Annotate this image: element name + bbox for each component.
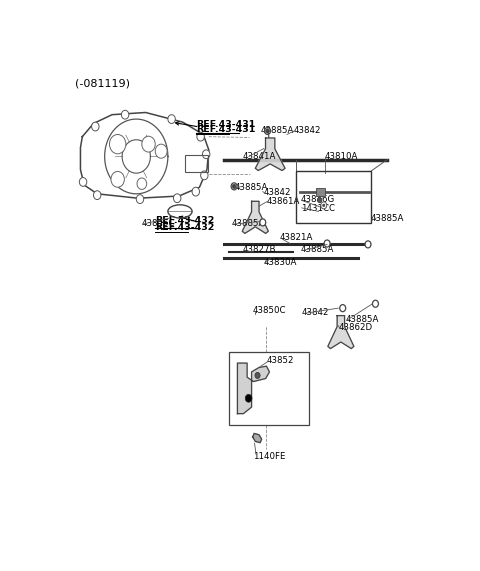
Text: REF.43-432: REF.43-432 <box>155 216 214 224</box>
Bar <box>185 155 208 172</box>
Text: 43841A: 43841A <box>242 152 276 161</box>
Circle shape <box>109 134 126 154</box>
Text: 43827B: 43827B <box>242 245 276 254</box>
Circle shape <box>173 194 181 203</box>
Polygon shape <box>252 433 262 443</box>
Text: 1140FE: 1140FE <box>253 452 286 461</box>
Circle shape <box>260 219 266 226</box>
Circle shape <box>255 372 260 379</box>
Circle shape <box>340 304 346 312</box>
Text: REF.43-432: REF.43-432 <box>155 223 214 232</box>
Bar <box>229 352 309 425</box>
Circle shape <box>372 300 378 307</box>
Text: 43821A: 43821A <box>279 234 313 242</box>
Text: 43846G: 43846G <box>301 195 336 204</box>
Circle shape <box>266 128 269 133</box>
Bar <box>316 188 325 196</box>
Circle shape <box>111 171 124 187</box>
Text: 43830A: 43830A <box>264 258 297 267</box>
Text: REF.43-431: REF.43-431 <box>196 124 255 134</box>
Circle shape <box>94 191 101 199</box>
Text: 43885A: 43885A <box>346 315 379 324</box>
Circle shape <box>197 132 204 141</box>
Circle shape <box>323 204 325 207</box>
Circle shape <box>317 198 322 203</box>
Circle shape <box>137 178 147 190</box>
Circle shape <box>365 241 371 248</box>
Polygon shape <box>328 316 354 348</box>
Text: 43885A: 43885A <box>301 245 335 254</box>
Circle shape <box>79 178 87 186</box>
Text: (-081119): (-081119) <box>75 78 130 88</box>
Text: 43885A: 43885A <box>234 183 267 192</box>
Circle shape <box>231 183 237 190</box>
Text: 43850C: 43850C <box>252 306 286 315</box>
Circle shape <box>155 144 167 158</box>
Text: 43861A: 43861A <box>266 197 300 206</box>
Circle shape <box>92 122 99 131</box>
Text: 43862D: 43862D <box>339 323 373 332</box>
Text: 43810A: 43810A <box>324 152 358 161</box>
Text: 43842: 43842 <box>294 126 321 135</box>
Text: 43855C: 43855C <box>141 219 175 228</box>
Text: 1431CC: 1431CC <box>301 204 335 213</box>
Polygon shape <box>238 363 269 413</box>
Circle shape <box>136 195 144 203</box>
Circle shape <box>201 171 208 180</box>
Circle shape <box>232 184 236 188</box>
Circle shape <box>192 187 200 196</box>
Text: 43842: 43842 <box>302 308 329 317</box>
Polygon shape <box>255 138 285 171</box>
Circle shape <box>264 127 271 135</box>
Circle shape <box>324 240 330 247</box>
Text: 43885A: 43885A <box>261 126 294 135</box>
Circle shape <box>142 136 155 152</box>
Text: 43885A: 43885A <box>371 214 404 223</box>
Circle shape <box>321 202 327 209</box>
Bar <box>296 171 371 223</box>
Circle shape <box>245 395 252 402</box>
Polygon shape <box>242 202 268 234</box>
Text: 43885A: 43885A <box>231 219 264 228</box>
Circle shape <box>121 110 129 119</box>
Circle shape <box>168 115 175 123</box>
Circle shape <box>203 150 210 159</box>
Text: 43852: 43852 <box>266 356 294 365</box>
Text: 43842: 43842 <box>264 188 291 197</box>
Text: REF.43-431: REF.43-431 <box>196 120 255 129</box>
